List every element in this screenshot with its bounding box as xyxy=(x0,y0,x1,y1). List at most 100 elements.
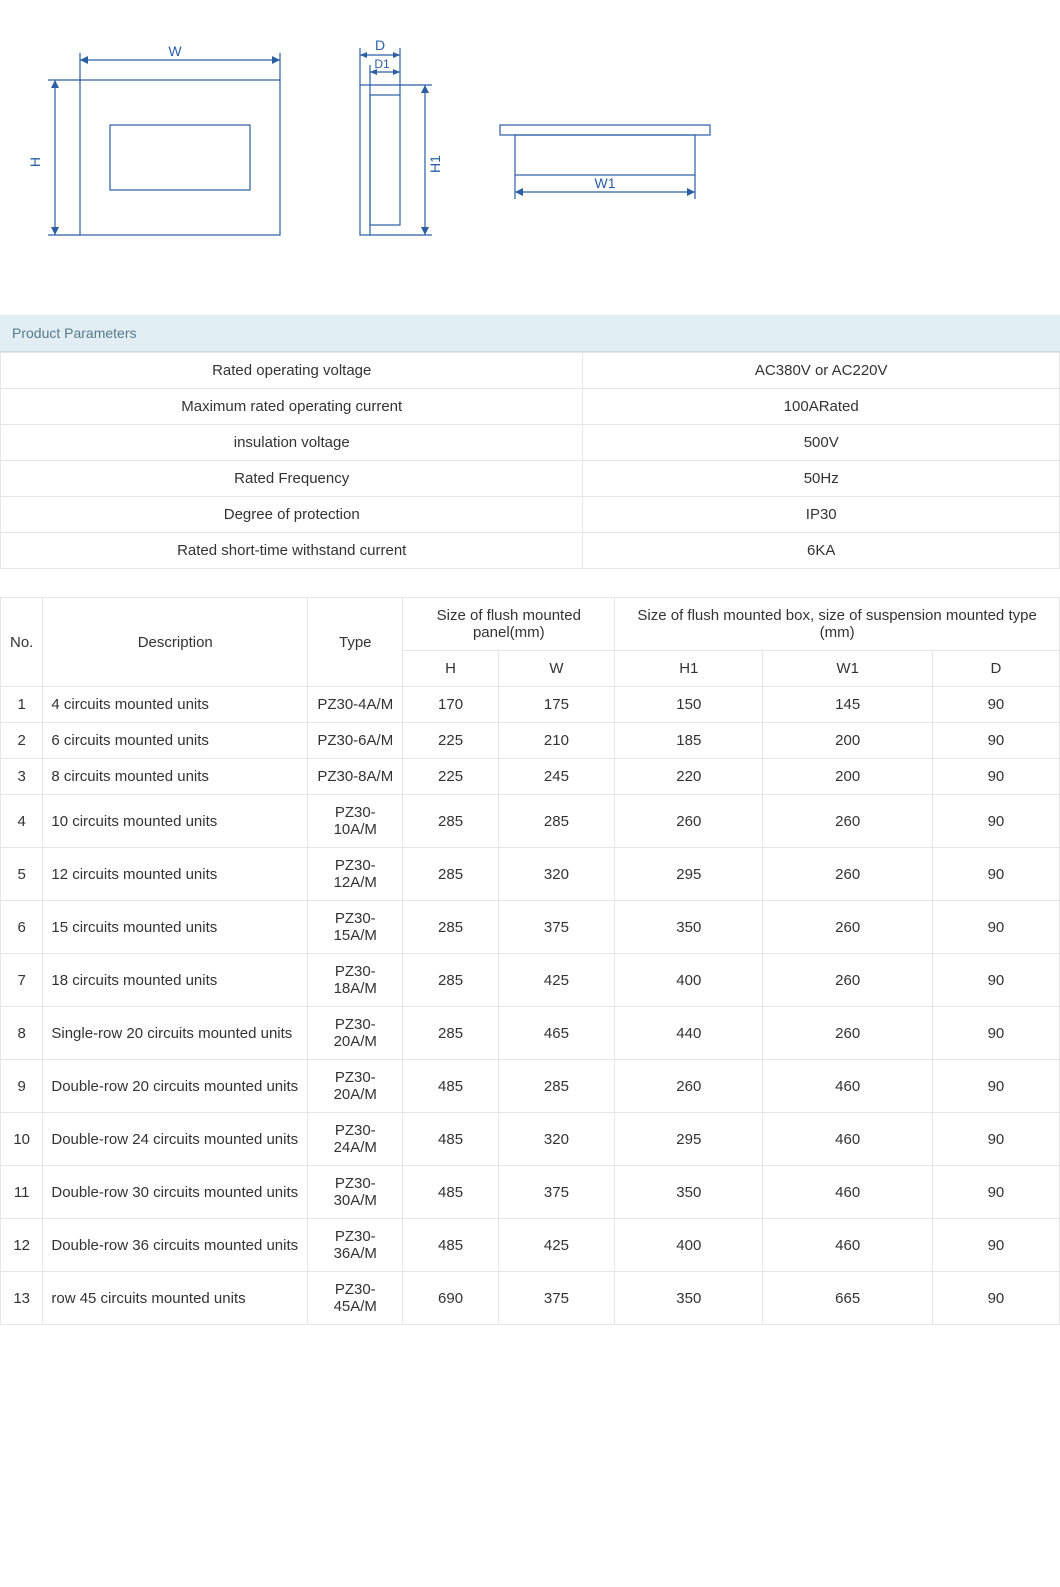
spec-cell-W: 210 xyxy=(498,723,614,759)
th-W: W xyxy=(498,651,614,687)
dimension-svg: W H D xyxy=(20,40,740,260)
spec-cell-D: 90 xyxy=(932,1219,1059,1272)
spec-cell-H: 285 xyxy=(403,795,498,848)
spec-row: 11Double-row 30 circuits mounted unitsPZ… xyxy=(1,1166,1060,1219)
spec-cell-H: 485 xyxy=(403,1166,498,1219)
spec-cell-type: PZ30-30A/M xyxy=(308,1166,403,1219)
spec-cell-no: 1 xyxy=(1,687,43,723)
spec-row: 410 circuits mounted unitsPZ30-10A/M2852… xyxy=(1,795,1060,848)
param-value: 100ARated xyxy=(583,389,1060,425)
spec-cell-desc: Double-row 20 circuits mounted units xyxy=(43,1060,308,1113)
spec-cell-no: 8 xyxy=(1,1007,43,1060)
spec-cell-W1: 260 xyxy=(763,954,932,1007)
spec-cell-desc: 15 circuits mounted units xyxy=(43,901,308,954)
spec-cell-H1: 220 xyxy=(615,759,763,795)
spec-cell-type: PZ30-4A/M xyxy=(308,687,403,723)
spec-cell-H1: 350 xyxy=(615,1272,763,1325)
spec-cell-D: 90 xyxy=(932,954,1059,1007)
spec-cell-no: 9 xyxy=(1,1060,43,1113)
param-value: AC380V or AC220V xyxy=(583,353,1060,389)
spec-cell-no: 5 xyxy=(1,848,43,901)
spec-row: 26 circuits mounted unitsPZ30-6A/M225210… xyxy=(1,723,1060,759)
spec-cell-W: 285 xyxy=(498,795,614,848)
spec-row: 615 circuits mounted unitsPZ30-15A/M2853… xyxy=(1,901,1060,954)
spec-cell-W1: 665 xyxy=(763,1272,932,1325)
param-row: insulation voltage500V xyxy=(1,425,1060,461)
th-no: No. xyxy=(1,598,43,687)
spec-cell-W1: 460 xyxy=(763,1113,932,1166)
param-label: Maximum rated operating current xyxy=(1,389,583,425)
spec-cell-D: 90 xyxy=(932,723,1059,759)
specification-table: No. Description Type Size of flush mount… xyxy=(0,597,1060,1325)
spec-cell-no: 12 xyxy=(1,1219,43,1272)
spec-cell-D: 90 xyxy=(932,1060,1059,1113)
param-row: Rated short-time withstand current6KA xyxy=(1,533,1060,569)
spec-cell-desc: Double-row 36 circuits mounted units xyxy=(43,1219,308,1272)
spec-cell-H: 170 xyxy=(403,687,498,723)
spec-cell-desc: 6 circuits mounted units xyxy=(43,723,308,759)
th-D: D xyxy=(932,651,1059,687)
spec-cell-H: 285 xyxy=(403,901,498,954)
spec-cell-no: 11 xyxy=(1,1166,43,1219)
spec-cell-type: PZ30-24A/M xyxy=(308,1113,403,1166)
param-row: Rated Frequency50Hz xyxy=(1,461,1060,497)
spec-cell-W: 320 xyxy=(498,848,614,901)
spec-cell-D: 90 xyxy=(932,759,1059,795)
spec-cell-type: PZ30-20A/M xyxy=(308,1007,403,1060)
spec-cell-no: 13 xyxy=(1,1272,43,1325)
spec-cell-type: PZ30-45A/M xyxy=(308,1272,403,1325)
param-value: IP30 xyxy=(583,497,1060,533)
spec-cell-D: 90 xyxy=(932,1007,1059,1060)
spec-cell-no: 6 xyxy=(1,901,43,954)
spec-cell-W: 425 xyxy=(498,954,614,1007)
spec-cell-desc: Single-row 20 circuits mounted units xyxy=(43,1007,308,1060)
spec-row: 718 circuits mounted unitsPZ30-18A/M2854… xyxy=(1,954,1060,1007)
spec-cell-no: 2 xyxy=(1,723,43,759)
spec-cell-W1: 200 xyxy=(763,759,932,795)
spec-cell-H: 225 xyxy=(403,723,498,759)
spec-cell-H1: 350 xyxy=(615,1166,763,1219)
spec-cell-W1: 460 xyxy=(763,1166,932,1219)
spec-cell-H1: 260 xyxy=(615,1060,763,1113)
spec-cell-H1: 400 xyxy=(615,1219,763,1272)
spec-cell-W: 175 xyxy=(498,687,614,723)
spec-cell-W: 285 xyxy=(498,1060,614,1113)
spec-cell-H1: 400 xyxy=(615,954,763,1007)
spec-cell-W1: 260 xyxy=(763,1007,932,1060)
param-value: 500V xyxy=(583,425,1060,461)
th-W1: W1 xyxy=(763,651,932,687)
label-W: W xyxy=(168,43,182,59)
spec-cell-H1: 260 xyxy=(615,795,763,848)
spec-row: 9Double-row 20 circuits mounted unitsPZ3… xyxy=(1,1060,1060,1113)
param-label: Rated operating voltage xyxy=(1,353,583,389)
spec-cell-H1: 295 xyxy=(615,848,763,901)
spec-cell-D: 90 xyxy=(932,848,1059,901)
spec-cell-H: 225 xyxy=(403,759,498,795)
th-flush-panel: Size of flush mounted panel(mm) xyxy=(403,598,615,651)
spec-cell-H1: 150 xyxy=(615,687,763,723)
spec-cell-W1: 260 xyxy=(763,901,932,954)
spec-cell-no: 4 xyxy=(1,795,43,848)
spec-cell-desc: 4 circuits mounted units xyxy=(43,687,308,723)
spec-cell-H1: 440 xyxy=(615,1007,763,1060)
spec-cell-H1: 295 xyxy=(615,1113,763,1166)
param-label: Rated short-time withstand current xyxy=(1,533,583,569)
spec-row: 38 circuits mounted unitsPZ30-8A/M225245… xyxy=(1,759,1060,795)
spec-cell-H: 690 xyxy=(403,1272,498,1325)
th-desc: Description xyxy=(43,598,308,687)
spec-cell-W1: 460 xyxy=(763,1060,932,1113)
spec-cell-W1: 260 xyxy=(763,795,932,848)
label-D1: D1 xyxy=(374,57,390,71)
spec-cell-desc: Double-row 30 circuits mounted units xyxy=(43,1166,308,1219)
spec-cell-desc: Double-row 24 circuits mounted units xyxy=(43,1113,308,1166)
param-row: Rated operating voltageAC380V or AC220V xyxy=(1,353,1060,389)
label-D: D xyxy=(375,40,385,53)
spec-cell-W: 375 xyxy=(498,901,614,954)
spec-cell-desc: 18 circuits mounted units xyxy=(43,954,308,1007)
spec-cell-W1: 260 xyxy=(763,848,932,901)
param-row: Maximum rated operating current100ARated xyxy=(1,389,1060,425)
spec-cell-type: PZ30-15A/M xyxy=(308,901,403,954)
spec-row: 512 circuits mounted unitsPZ30-12A/M2853… xyxy=(1,848,1060,901)
spec-cell-no: 7 xyxy=(1,954,43,1007)
spec-cell-type: PZ30-12A/M xyxy=(308,848,403,901)
